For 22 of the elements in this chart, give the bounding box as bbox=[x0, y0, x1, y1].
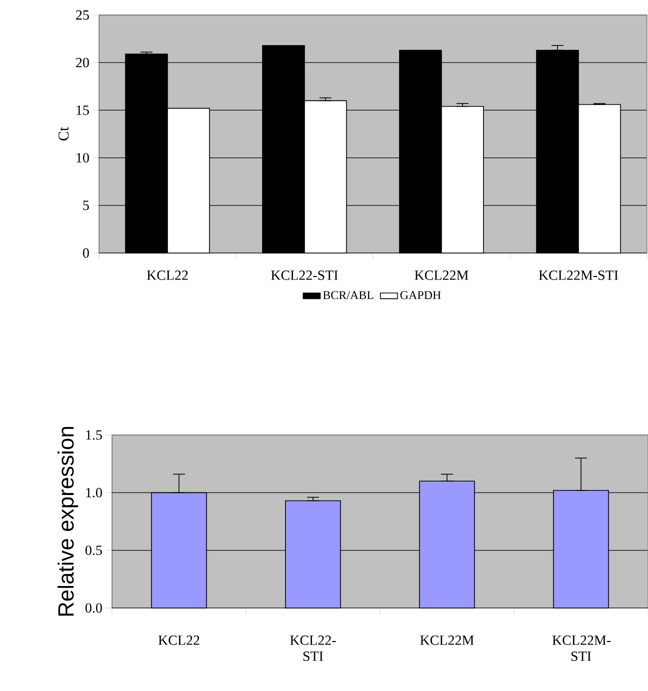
x-tick-label: KCL22 bbox=[158, 636, 200, 645]
y-tick-label: 20 bbox=[76, 58, 89, 68]
x-tick-label: KCL22 bbox=[146, 270, 188, 280]
y-tick-label: 5 bbox=[83, 200, 89, 210]
y-tick-label: 1.5 bbox=[86, 430, 102, 440]
x-tick-label: KCL22-STI bbox=[270, 270, 338, 280]
x-tick-label: KCL22M bbox=[414, 270, 468, 280]
x-tick-label: KCL22M bbox=[420, 636, 474, 645]
y-tick-label: 0 bbox=[82, 248, 89, 258]
y-axis-title: Ct bbox=[58, 127, 68, 140]
legend-label: GAPDH bbox=[400, 291, 441, 300]
y-tick-label: 1.0 bbox=[86, 488, 102, 498]
y-tick-label: 0.5 bbox=[85, 546, 102, 556]
y-tick-label: 0.0 bbox=[85, 603, 102, 613]
y-tick-label: 15 bbox=[76, 106, 89, 115]
y-tick-label: 10 bbox=[76, 153, 89, 163]
x-tick-label: KCL22-STI bbox=[290, 636, 336, 661]
y-axis-title: Relative expression bbox=[57, 426, 78, 616]
y-tick-label: 25 bbox=[76, 10, 89, 20]
x-tick-label: KCL22M-STI bbox=[538, 270, 618, 280]
legend-label: BCR/ABL bbox=[322, 291, 374, 300]
x-tick-label: KCL22M-STI bbox=[552, 636, 610, 661]
